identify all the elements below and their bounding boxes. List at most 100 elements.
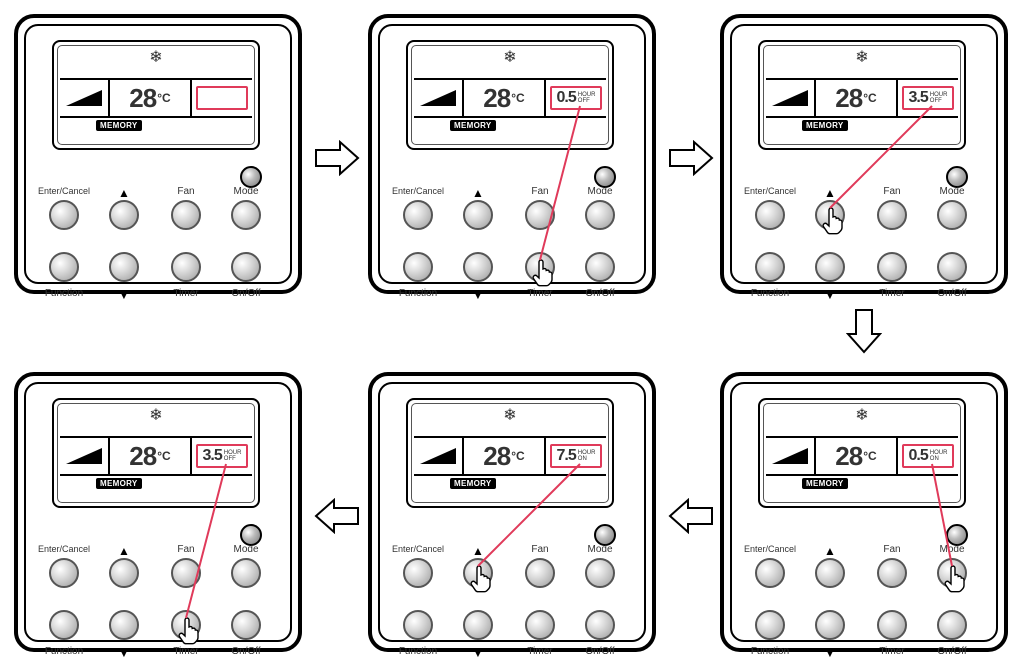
temperature-value: 28 xyxy=(129,83,156,114)
timer-value-box xyxy=(196,86,248,110)
fan-button[interactable] xyxy=(877,558,907,588)
flow-arrow-right xyxy=(668,140,714,176)
down-button[interactable] xyxy=(109,610,139,640)
fan-button[interactable] xyxy=(525,200,555,230)
timer-button-label: Timer xyxy=(527,288,552,299)
up-button-label: ▲ xyxy=(824,186,836,200)
fan-button[interactable] xyxy=(877,200,907,230)
temperature-readout: 28°C xyxy=(816,438,898,474)
mode-button[interactable] xyxy=(231,200,261,230)
timer-unit-onoff: ON xyxy=(930,456,948,462)
function-button[interactable] xyxy=(49,610,79,640)
memory-badge: MEMORY xyxy=(802,120,848,131)
mode-button[interactable] xyxy=(231,558,261,588)
function-button[interactable] xyxy=(403,252,433,282)
down-button[interactable] xyxy=(815,610,845,640)
mode-button[interactable] xyxy=(937,558,967,588)
down-button[interactable] xyxy=(463,252,493,282)
timer-button-label: Timer xyxy=(527,646,552,657)
ir-receiver-icon xyxy=(240,524,262,546)
up-button[interactable] xyxy=(815,558,845,588)
enter-button[interactable] xyxy=(403,200,433,230)
up-button-label: ▲ xyxy=(118,186,130,200)
fan-button[interactable] xyxy=(171,558,201,588)
function-button-label: Function xyxy=(751,288,789,299)
timer-suffix: HOUROFF xyxy=(224,450,242,462)
lcd-display: ❄ 28°C3.5HOUROFFMEMORY xyxy=(52,398,260,508)
timer-button[interactable] xyxy=(525,610,555,640)
onoff-button[interactable] xyxy=(585,252,615,282)
timer-value-box: 0.5HOURON xyxy=(902,444,954,468)
temperature-value: 28 xyxy=(483,83,510,114)
lcd-display: ❄ 28°CMEMORY xyxy=(52,40,260,150)
onoff-button[interactable] xyxy=(231,610,261,640)
function-button[interactable] xyxy=(755,610,785,640)
mode-button[interactable] xyxy=(937,200,967,230)
lcd-display: ❄ 28°C0.5HOUROFFMEMORY xyxy=(406,40,614,150)
memory-badge: MEMORY xyxy=(802,478,848,489)
mode-button-label: Mode xyxy=(233,544,258,555)
controller-panel-3: ❄ 28°C3.5HOUROFFMEMORYEnter/Cancel▲FanMo… xyxy=(720,14,1008,294)
onoff-button[interactable] xyxy=(585,610,615,640)
ir-receiver-icon xyxy=(594,524,616,546)
flow-arrow-left xyxy=(668,498,714,534)
mode-button[interactable] xyxy=(585,200,615,230)
function-button[interactable] xyxy=(49,252,79,282)
controller-panel-5: ❄ 28°C7.5HOURONMEMORYEnter/Cancel▲FanMod… xyxy=(368,372,656,652)
timer-value-box: 7.5HOURON xyxy=(550,444,602,468)
onoff-button-label: On/Off xyxy=(231,646,260,657)
timer-button[interactable] xyxy=(877,610,907,640)
flow-arrow-left xyxy=(314,498,360,534)
enter-button[interactable] xyxy=(49,200,79,230)
function-button[interactable] xyxy=(755,252,785,282)
timer-readout: 7.5HOURON xyxy=(546,438,606,474)
lcd-row: 28°C7.5HOURON xyxy=(414,436,606,476)
mode-button[interactable] xyxy=(585,558,615,588)
temperature-readout: 28°C xyxy=(816,80,898,116)
snowflake-icon: ❄ xyxy=(855,408,868,424)
timer-button-label: Timer xyxy=(173,288,198,299)
fan-button-label: Fan xyxy=(531,544,548,555)
function-button[interactable] xyxy=(403,610,433,640)
down-button[interactable] xyxy=(463,610,493,640)
timer-button-label: Timer xyxy=(879,646,904,657)
enter-button[interactable] xyxy=(755,558,785,588)
enter-button[interactable] xyxy=(755,200,785,230)
timer-button[interactable] xyxy=(877,252,907,282)
up-button[interactable] xyxy=(463,558,493,588)
ir-receiver-icon xyxy=(946,166,968,188)
onoff-button[interactable] xyxy=(937,610,967,640)
temperature-readout: 28°C xyxy=(464,80,546,116)
fan-button[interactable] xyxy=(171,200,201,230)
lcd-row: 28°C0.5HOUROFF xyxy=(414,78,606,118)
mode-button-label: Mode xyxy=(939,186,964,197)
up-button[interactable] xyxy=(463,200,493,230)
diagram-canvas: ❄ 28°CMEMORYEnter/Cancel▲FanModeFunction… xyxy=(0,0,1024,667)
up-button-label: ▲ xyxy=(472,544,484,558)
memory-badge: MEMORY xyxy=(450,478,496,489)
timer-value: 3.5 xyxy=(909,89,928,107)
temperature-unit: °C xyxy=(863,449,876,463)
fan-button[interactable] xyxy=(525,558,555,588)
timer-button[interactable] xyxy=(171,252,201,282)
ir-receiver-icon xyxy=(594,166,616,188)
timer-button[interactable] xyxy=(171,610,201,640)
onoff-button[interactable] xyxy=(937,252,967,282)
up-button[interactable] xyxy=(109,200,139,230)
down-button-label: ▼ xyxy=(472,646,484,660)
onoff-button[interactable] xyxy=(231,252,261,282)
enter-button[interactable] xyxy=(403,558,433,588)
timer-value: 7.5 xyxy=(557,447,576,465)
enter-button-label: Enter/Cancel xyxy=(392,544,444,554)
up-button[interactable] xyxy=(109,558,139,588)
temperature-value: 28 xyxy=(835,441,862,472)
temperature-unit: °C xyxy=(511,449,524,463)
temperature-unit: °C xyxy=(157,91,170,105)
down-button[interactable] xyxy=(109,252,139,282)
up-button[interactable] xyxy=(815,200,845,230)
timer-button[interactable] xyxy=(525,252,555,282)
down-button[interactable] xyxy=(815,252,845,282)
temperature-value: 28 xyxy=(129,441,156,472)
enter-button[interactable] xyxy=(49,558,79,588)
timer-value: 3.5 xyxy=(203,447,222,465)
